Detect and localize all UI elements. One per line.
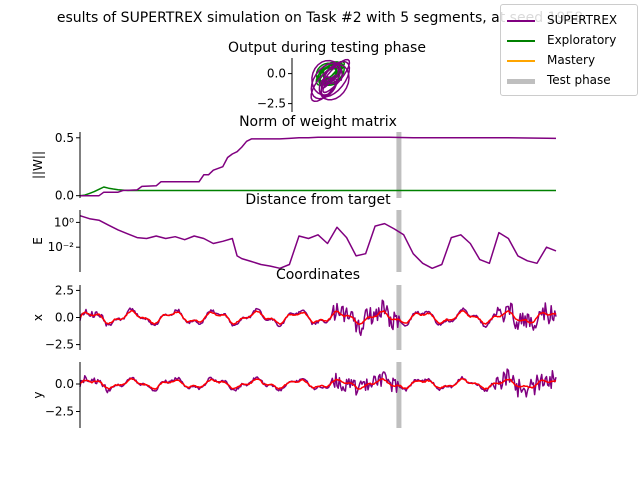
y-tick-label: −2.5 [45, 405, 74, 419]
legend-label: Exploratory [547, 33, 617, 47]
legend-label: Mastery [547, 53, 596, 67]
y-tick-label: 10⁰ [54, 215, 74, 229]
series-line-1 [79, 214, 557, 270]
legend-item-test-phase: Test phase [507, 71, 633, 91]
panel-title: Coordinates [276, 267, 360, 283]
y-tick-label: −2.5 [257, 97, 286, 111]
y-tick-label: 0.0 [55, 311, 74, 325]
y-tick-label: 0.0 [55, 377, 74, 391]
y-tick-label: 0.5 [55, 131, 74, 145]
test-phase-band [396, 132, 402, 198]
series-line-2 [310, 58, 351, 103]
legend-item-supertrex: SUPERTREX [507, 11, 633, 31]
y-tick-label: −2.5 [45, 338, 74, 352]
series-line-2 [80, 136, 557, 197]
series-line-2 [79, 377, 557, 391]
series-line-2 [79, 310, 557, 326]
legend-swatch [507, 79, 535, 84]
panel-1: 0.0 −2.5 Output during testing phase [228, 40, 426, 112]
panel-title: Norm of weight matrix [239, 114, 397, 130]
legend-item-mastery: Mastery [507, 51, 633, 71]
panel-4: 2.5 0.0 −2.5 Coordinates x [31, 267, 557, 352]
legend-item-exploratory: Exploratory [507, 31, 633, 51]
legend-swatch [507, 40, 535, 42]
panel-5: 0.0 −2.5y [31, 362, 557, 428]
legend-label: Test phase [547, 73, 611, 87]
y-tick-label: 2.5 [55, 283, 74, 297]
figure-title: esults of SUPERTREX simulation on Task #… [57, 10, 583, 26]
panel-title: Distance from target [245, 192, 391, 208]
legend-swatch [507, 60, 535, 62]
panel-2: 0.5 0.0 Norm of weight matrix ||W|| [31, 114, 557, 203]
panel-3: 10⁰ 10⁻² Distance from target E [31, 192, 557, 272]
y-tick-label: 0.0 [267, 67, 286, 81]
legend-swatch [507, 20, 535, 22]
series-line-1 [79, 368, 557, 398]
y-tick-label: 10⁻² [48, 240, 75, 254]
test-phase-band [396, 210, 402, 272]
test-phase-band [396, 362, 402, 428]
y-axis-label: y [31, 391, 45, 398]
legend-label: SUPERTREX [547, 13, 618, 27]
y-tick-label: 0.0 [55, 189, 74, 203]
y-axis-label: ||W|| [31, 151, 45, 179]
series-line-1 [79, 299, 557, 337]
legend: SUPERTREX Exploratory Mastery Test phase [500, 4, 638, 96]
y-axis-label: x [31, 314, 45, 321]
y-axis-label: E [31, 237, 45, 245]
panel-title: Output during testing phase [228, 40, 426, 56]
